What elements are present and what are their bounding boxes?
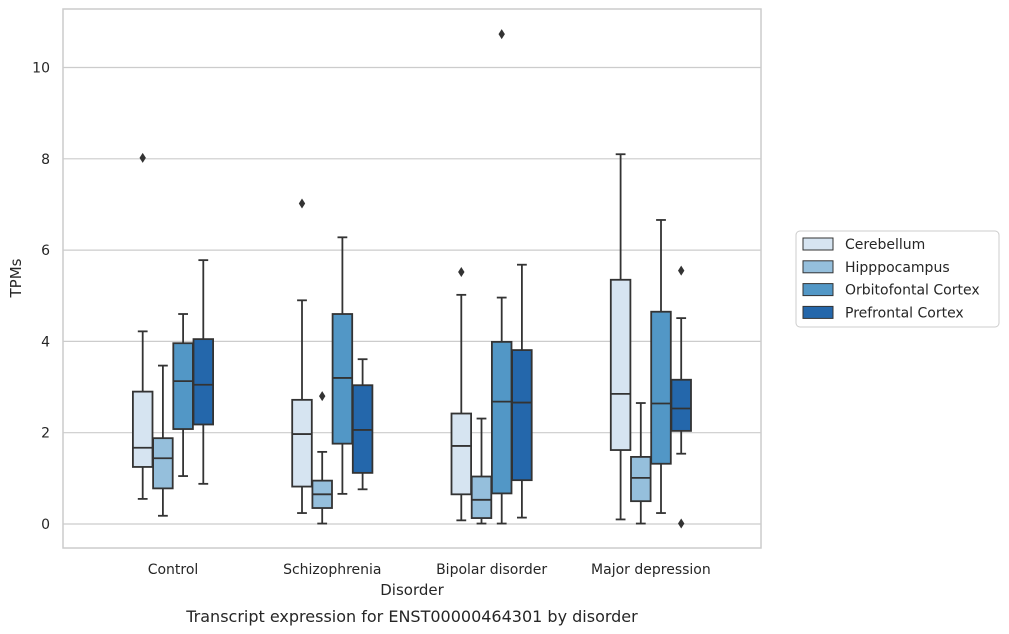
box-plot-item bbox=[152, 364, 174, 517]
box bbox=[192, 338, 215, 426]
box bbox=[351, 384, 374, 474]
outlier-marker bbox=[678, 518, 685, 529]
series-group bbox=[152, 364, 652, 525]
x-tick-label: Schizophrenia bbox=[283, 562, 381, 578]
box-plot-item bbox=[131, 152, 154, 500]
legend-label: Hipppocampus bbox=[845, 260, 950, 276]
x-tick-labels: Control Schizophrenia Bipolar disorder Majo… bbox=[148, 562, 711, 578]
y-tick-label: 0 bbox=[41, 517, 50, 533]
box-plot-item bbox=[670, 265, 692, 529]
box bbox=[291, 398, 313, 488]
outlier-marker bbox=[678, 265, 685, 276]
legend-label: Cerebellum bbox=[845, 237, 925, 253]
legend-swatch bbox=[802, 237, 834, 251]
legend: Cerebellum Hipppocampus Orbitofontal Corte… bbox=[795, 230, 1000, 328]
box bbox=[650, 310, 672, 465]
box bbox=[490, 340, 513, 495]
box bbox=[131, 390, 154, 468]
legend-swatch bbox=[802, 283, 834, 297]
series-group bbox=[192, 259, 692, 529]
box-plot-item bbox=[311, 391, 333, 525]
box bbox=[152, 437, 174, 490]
box-plot-item bbox=[511, 263, 533, 519]
y-tick-labels: 0 2 4 6 8 10 bbox=[32, 61, 50, 534]
box-plot-item bbox=[609, 153, 632, 521]
outlier-marker bbox=[458, 267, 465, 278]
box bbox=[630, 455, 652, 503]
y-tick-label: 4 bbox=[41, 334, 50, 350]
box bbox=[470, 475, 493, 519]
x-axis-label: Disorder bbox=[380, 581, 444, 599]
x-tick-label: Major depression bbox=[591, 562, 711, 578]
box-plot-item bbox=[450, 267, 473, 522]
legend-frame bbox=[795, 230, 1000, 328]
legend-label: Prefrontal Cortex bbox=[845, 305, 964, 321]
x-tick-label: Control bbox=[148, 562, 199, 578]
y-tick-label: 8 bbox=[41, 152, 50, 168]
y-axis-label: TPMs bbox=[7, 258, 25, 298]
legend-swatch bbox=[802, 305, 834, 319]
outlier-marker bbox=[139, 152, 146, 163]
box-plot-item bbox=[470, 417, 493, 525]
x-tick-label: Bipolar disorder bbox=[436, 562, 547, 578]
box-plot-item bbox=[351, 358, 374, 491]
outlier-marker bbox=[298, 198, 306, 209]
chart-caption: Transcript expression for ENST0000046430… bbox=[185, 607, 638, 626]
box-plot-item bbox=[630, 402, 652, 525]
outlier-marker bbox=[319, 391, 326, 402]
box bbox=[670, 378, 692, 432]
legend-label: Orbitofontal Cortex bbox=[845, 283, 980, 299]
y-tick-label: 10 bbox=[32, 61, 50, 77]
box bbox=[172, 342, 194, 430]
y-tick-label: 2 bbox=[41, 426, 50, 442]
series-group bbox=[131, 152, 632, 522]
outlier-marker bbox=[498, 29, 505, 40]
box bbox=[331, 313, 354, 445]
box bbox=[450, 412, 473, 496]
legend-swatch bbox=[802, 260, 834, 274]
box-plot-item bbox=[291, 198, 313, 514]
box-plot-item bbox=[192, 259, 215, 485]
box bbox=[511, 349, 533, 482]
box bbox=[609, 278, 632, 451]
box-plot-item bbox=[331, 236, 354, 495]
box-plot-item bbox=[172, 313, 194, 477]
y-tick-label: 6 bbox=[41, 243, 50, 259]
box-groups bbox=[131, 29, 692, 529]
